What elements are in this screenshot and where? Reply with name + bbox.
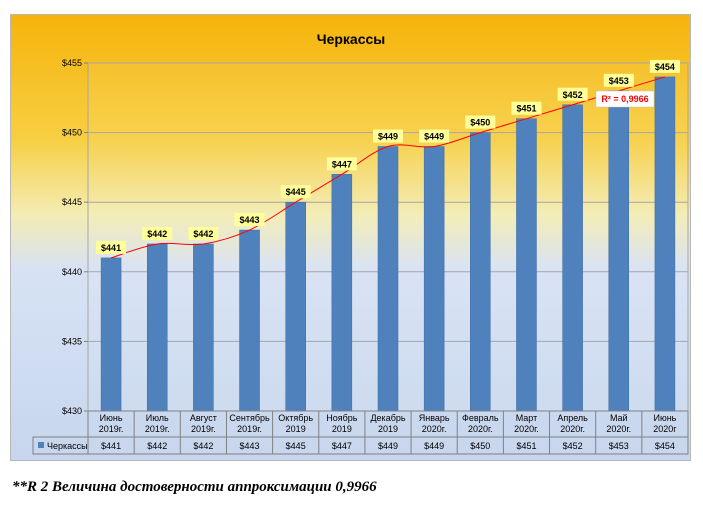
table-cell: $453 bbox=[609, 441, 629, 451]
data-label: $447 bbox=[332, 159, 352, 169]
data-label: $451 bbox=[516, 104, 536, 114]
table-cell: $454 bbox=[655, 441, 675, 451]
x-tick-label-year: 2019 bbox=[378, 424, 398, 434]
bar bbox=[654, 76, 676, 412]
x-tick-label-year: 2019г. bbox=[145, 424, 170, 434]
table-cell: $450 bbox=[470, 441, 490, 451]
data-label-box bbox=[557, 87, 588, 101]
table-cell: $449 bbox=[424, 441, 444, 451]
data-label: $441 bbox=[101, 243, 121, 253]
y-tick-label: $445 bbox=[62, 197, 82, 207]
x-tick-label-year: 2019 bbox=[286, 424, 306, 434]
r2-label: R² = 0,9966 bbox=[601, 94, 648, 104]
data-label: $453 bbox=[609, 76, 629, 86]
bar bbox=[285, 201, 306, 412]
table-cell: $447 bbox=[332, 441, 352, 451]
bar bbox=[193, 243, 214, 412]
x-tick-label-year: 2020г. bbox=[606, 424, 631, 434]
bar bbox=[423, 146, 445, 412]
x-tick-label-year: 2019г. bbox=[237, 424, 262, 434]
data-label-box bbox=[280, 185, 311, 199]
data-label: $449 bbox=[378, 132, 398, 142]
legend-key bbox=[38, 442, 44, 448]
x-tick-label: Июнь bbox=[100, 413, 123, 423]
bar bbox=[331, 174, 353, 412]
data-label-box bbox=[96, 240, 127, 254]
x-tick-label-year: 2020г. bbox=[422, 424, 447, 434]
x-tick-label-year: 2020г bbox=[653, 424, 677, 434]
x-tick-label: Декабрь bbox=[370, 413, 405, 423]
chart-area: Черкассы $430 $435 $440 $445 $450 $455 $441 $442… bbox=[10, 14, 691, 461]
table-cell: $452 bbox=[563, 441, 583, 451]
data-label: $442 bbox=[147, 229, 167, 239]
y-tick-label: $450 bbox=[62, 128, 82, 138]
table-cell: $445 bbox=[286, 441, 306, 451]
data-label: $442 bbox=[193, 229, 213, 239]
table-cell: $451 bbox=[516, 441, 536, 451]
data-label-box bbox=[603, 73, 634, 87]
bar bbox=[608, 90, 630, 412]
x-tick-label: Июль bbox=[146, 413, 169, 423]
data-label: $443 bbox=[240, 215, 260, 225]
y-tick-label: $430 bbox=[62, 406, 82, 416]
bar bbox=[516, 118, 537, 412]
y-tick-label: $455 bbox=[62, 58, 82, 68]
x-tick-label-year: 2019 bbox=[332, 424, 352, 434]
x-tick-label: Июнь bbox=[653, 413, 676, 423]
x-tick-label: Март bbox=[516, 413, 538, 423]
x-tick-label-year: 2020г. bbox=[468, 424, 493, 434]
x-tick-label: Февраль bbox=[462, 413, 499, 423]
data-label-box bbox=[649, 59, 680, 73]
data-label-box bbox=[188, 226, 219, 240]
data-label: $449 bbox=[424, 132, 444, 142]
footnote: **R 2 Величина достоверности аппроксимац… bbox=[12, 479, 377, 495]
data-label-box bbox=[142, 226, 173, 240]
table-cell: $442 bbox=[147, 441, 167, 451]
data-label-box bbox=[234, 213, 265, 227]
x-tick-label: Май bbox=[610, 413, 628, 423]
x-tick-label: Апрель bbox=[557, 413, 588, 423]
x-tick-label: Август bbox=[190, 413, 217, 423]
data-label-box bbox=[419, 129, 450, 143]
data-label-box bbox=[465, 115, 496, 129]
x-tick-label: Сентябрь bbox=[229, 413, 270, 423]
bar bbox=[239, 229, 260, 412]
legend-label: Черкассы bbox=[47, 441, 88, 451]
trendline bbox=[110, 76, 666, 259]
bar bbox=[562, 104, 583, 412]
y-tick-label: $435 bbox=[62, 336, 82, 346]
data-label-box bbox=[373, 129, 403, 143]
x-tick-label-year: 2019г. bbox=[191, 424, 216, 434]
data-table bbox=[32, 436, 689, 455]
x-tick-label-year: 2020г. bbox=[560, 424, 585, 434]
data-label: $452 bbox=[563, 90, 583, 100]
data-label: $454 bbox=[655, 62, 675, 72]
data-label: $445 bbox=[286, 187, 306, 197]
data-label-box bbox=[326, 157, 357, 171]
data-label-box bbox=[511, 101, 542, 115]
bar-chart: Черкассы $430 $435 $440 $445 $450 $455 $441 $442… bbox=[32, 31, 689, 455]
x-tick-label-year: 2020г. bbox=[514, 424, 539, 434]
chart-title: Черкассы bbox=[317, 31, 386, 47]
bar bbox=[100, 257, 122, 412]
r2-box bbox=[595, 90, 655, 108]
table-cell: $442 bbox=[193, 441, 213, 451]
x-tick-label: Январь bbox=[419, 413, 450, 423]
table-cell: $449 bbox=[378, 441, 398, 451]
data-label: $450 bbox=[470, 118, 490, 128]
x-tick-label: Октябрь bbox=[278, 413, 313, 423]
bar bbox=[470, 132, 491, 412]
table-cell: $441 bbox=[101, 441, 121, 451]
bar bbox=[377, 146, 399, 412]
bar bbox=[146, 243, 168, 412]
y-tick-label: $440 bbox=[62, 267, 82, 277]
x-tick-label: Ноябрь bbox=[326, 413, 358, 423]
x-tick-label-year: 2019г. bbox=[99, 424, 124, 434]
table-cell: $443 bbox=[240, 441, 260, 451]
